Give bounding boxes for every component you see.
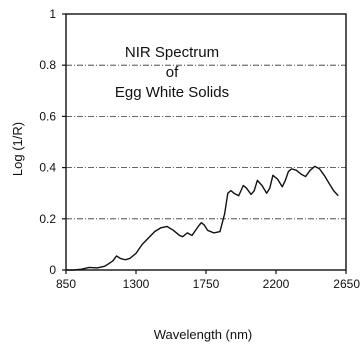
chart-title-line-2: of — [166, 64, 179, 81]
chart-title-line-3: Egg White Solids — [115, 84, 229, 101]
x-tick-label-1: 1300 — [123, 277, 150, 291]
x-tick-labels: 850 1300 1750 2200 2650 — [56, 277, 360, 291]
y-tick-label-0: 0 — [49, 263, 56, 277]
x-tick-label-0: 850 — [56, 277, 76, 291]
y-tick-label-4: 0.8 — [39, 58, 56, 72]
x-axis-label: Wavelength (nm) — [154, 327, 253, 342]
y-axis-label: Log (1/R) — [10, 122, 25, 176]
y-tick-label-3: 0.6 — [39, 109, 56, 123]
y-tick-label-5: 1 — [49, 7, 56, 21]
x-tick-label-3: 2200 — [263, 277, 290, 291]
grid-lines — [66, 64, 346, 220]
chart-title-line-1: NIR Spectrum — [125, 44, 219, 61]
y-tick-label-1: 0.2 — [39, 212, 56, 226]
x-tick-label-2: 1750 — [193, 277, 220, 291]
tick-marks — [62, 13, 347, 274]
spectrum-line — [66, 165, 339, 271]
y-tick-labels: 0 0.2 0.4 0.6 0.8 1 — [39, 7, 56, 277]
y-tick-label-2: 0.4 — [39, 161, 56, 175]
x-tick-label-4: 2650 — [333, 277, 360, 291]
